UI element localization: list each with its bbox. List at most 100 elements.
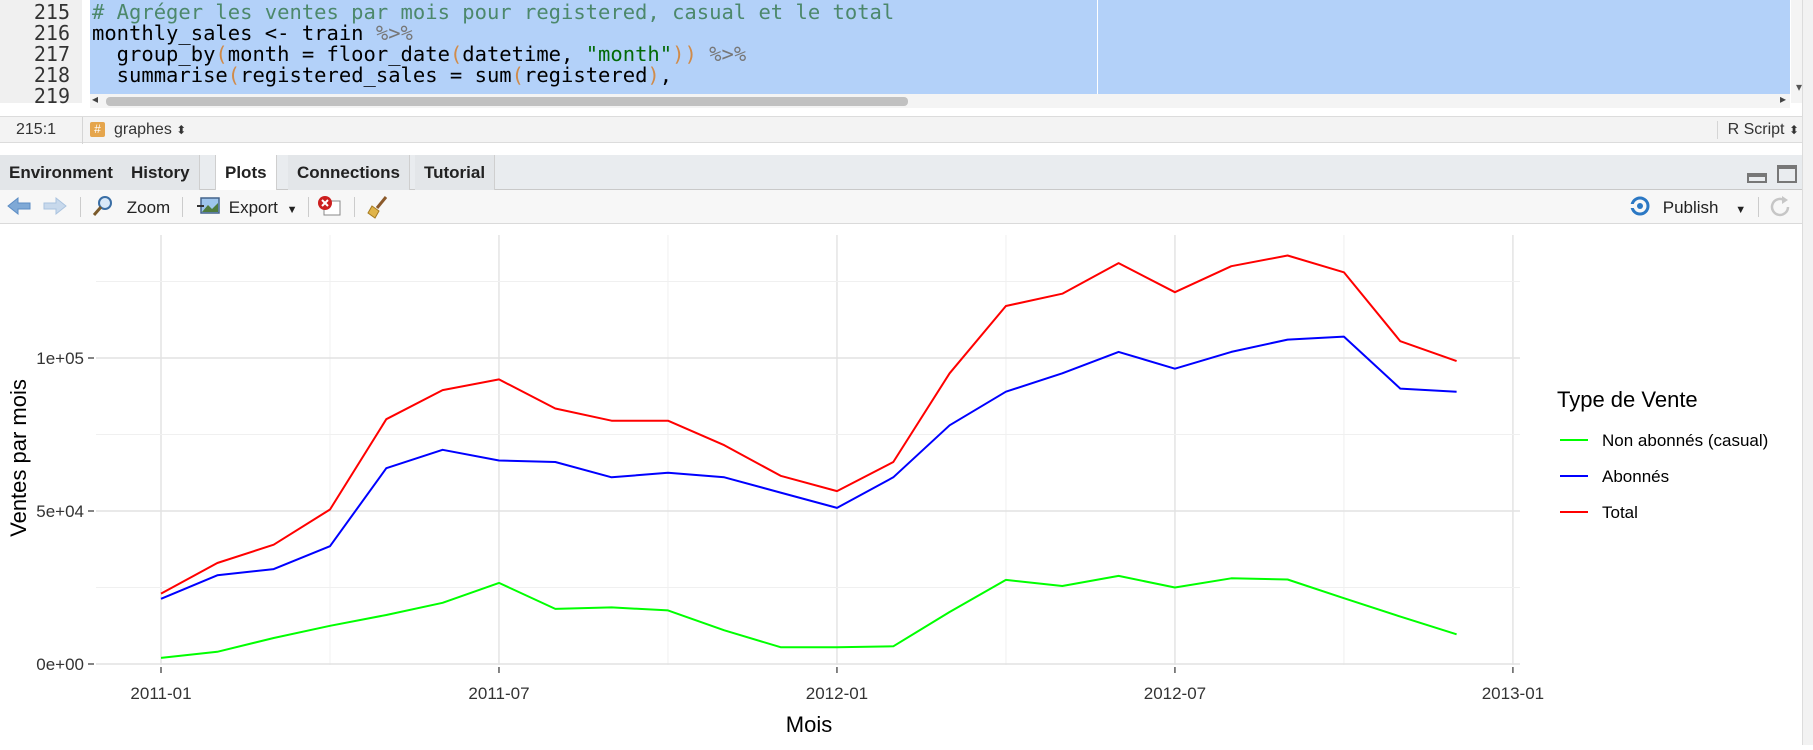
dropdown-caret-icon: ▼ [1735, 204, 1747, 216]
x-tick-label: 2011-07 [468, 684, 529, 703]
export-menu-button[interactable]: Export ▼ [196, 195, 298, 219]
divider [308, 197, 309, 217]
code-token: ( [511, 63, 524, 87]
editor-status-bar: 215:1 # graphes ⬍ R Script ⬍ [0, 116, 1813, 144]
code-token: registered_sales = sum [240, 63, 512, 87]
tab-label: History [131, 163, 190, 182]
tab-label: Connections [297, 163, 400, 182]
updown-icon: ⬍ [1788, 123, 1799, 137]
scope-label: graphes [114, 121, 172, 138]
divider [182, 197, 183, 217]
zoom-label: Zoom [126, 198, 171, 217]
tab-plots[interactable]: Plots [215, 155, 277, 191]
section-hash-icon: # [90, 122, 105, 137]
minimize-pane-icon[interactable] [1746, 173, 1767, 183]
file-type-selector[interactable]: R Script ⬍ [1716, 121, 1799, 139]
code-token: %>% [375, 21, 413, 45]
legend-label: Non abonnés (casual) [1602, 431, 1768, 450]
right-window-edge [1802, 0, 1813, 745]
line-number: 218 [33, 63, 70, 87]
code-token: )) [672, 42, 697, 66]
pane-controls [1741, 165, 1797, 188]
publish-button[interactable]: Publish ▼ [1628, 195, 1746, 219]
refresh-button[interactable] [1768, 195, 1792, 219]
scroll-left-icon[interactable]: ◂ [92, 92, 99, 106]
updown-icon: ⬍ [176, 123, 187, 137]
divider [354, 197, 355, 217]
divider [82, 117, 83, 144]
tab-label: Plots [225, 163, 267, 182]
export-label: Export [228, 198, 278, 217]
divider [1758, 197, 1759, 217]
refresh-icon [1770, 196, 1790, 217]
code-line[interactable]: summarise(registered_sales = sum(registe… [92, 63, 672, 87]
horizontal-scrollbar[interactable]: ◂ ▸ [90, 92, 1790, 108]
tab-environment[interactable]: Environment [0, 155, 123, 190]
code-area[interactable]: # Agréger les ventes par mois pour regis… [90, 0, 1790, 94]
tab-tutorial[interactable]: Tutorial [415, 155, 496, 190]
magnifier-icon [92, 196, 112, 216]
tab-label: Tutorial [424, 163, 486, 182]
legend-label: Total [1602, 503, 1638, 522]
scroll-right-icon[interactable]: ▸ [1779, 92, 1786, 106]
line-number-gutter: 215 216 217 218 219 [0, 0, 82, 108]
code-token: ( [215, 42, 228, 66]
dropdown-caret-icon: ▼ [286, 204, 298, 216]
code-line[interactable]: group_by(month = floor_date(datetime, "m… [92, 42, 747, 66]
x-axis-label: Mois [786, 712, 832, 737]
tab-connections[interactable]: Connections [288, 155, 410, 190]
scroll-down-icon[interactable]: ▾ [1796, 80, 1803, 94]
code-line[interactable]: # Agréger les ventes par mois pour regis… [92, 0, 894, 24]
x-tick-label: 2013-01 [1482, 684, 1544, 703]
remove-plot-icon [318, 196, 341, 216]
grid-lines [96, 235, 1520, 665]
back-arrow-icon[interactable] [6, 195, 32, 219]
line-number: 216 [33, 21, 70, 45]
forward-arrow-icon[interactable] [42, 195, 68, 219]
publish-label: Publish [1662, 198, 1719, 217]
maximize-pane-icon[interactable] [1777, 165, 1797, 183]
code-token: "month" [585, 42, 673, 66]
x-tick-label: 2012-01 [806, 684, 868, 703]
x-tick-label: 2011-01 [130, 684, 191, 703]
code-token: group_by [92, 42, 216, 66]
code-token: # Agréger les ventes par mois pour regis… [92, 0, 895, 24]
remove-plot-button[interactable] [316, 195, 342, 219]
legend-label: Abonnés [1602, 467, 1669, 486]
axes: 2011-01 2011-07 2012-01 2012-07 2013-01 0e+00… [36, 349, 1544, 703]
code-line[interactable]: monthly_sales <- train %>% [92, 21, 413, 45]
divider [80, 197, 81, 217]
broom-icon [367, 196, 388, 219]
tab-label: Environment [9, 163, 113, 182]
legend-title: Type de Vente [1557, 387, 1698, 412]
code-token: ) [647, 63, 660, 87]
code-token: , [659, 63, 673, 87]
line-chart: 2011-01 2011-07 2012-01 2012-07 2013-01 0e+00… [6, 235, 1768, 737]
x-tick-label: 2012-07 [1144, 684, 1206, 703]
series-line [160, 574, 1457, 659]
series-lines [160, 254, 1457, 659]
series-line [160, 254, 1457, 595]
y-axis-label: Ventes par mois [6, 379, 31, 537]
plot-viewer: 2011-01 2011-07 2012-01 2012-07 2013-01 0e+00… [0, 225, 1813, 745]
tab-history[interactable]: History [122, 155, 200, 190]
scope-selector[interactable]: graphes ⬍ [114, 121, 186, 139]
plot-toolbar: Zoom Export ▼ Publish ▼ [0, 190, 1813, 224]
clear-all-plots-button[interactable] [366, 195, 390, 219]
horizontal-scroll-thumb[interactable] [106, 97, 908, 106]
code-token: registered [523, 63, 648, 87]
publish-icon [1628, 196, 1650, 216]
export-image-icon [197, 197, 220, 214]
zoom-button[interactable]: Zoom [92, 195, 170, 219]
line-number: 217 [33, 42, 70, 66]
code-token: summarise [92, 63, 228, 87]
file-type-label: R Script [1727, 121, 1785, 138]
margin-guide [1097, 0, 1098, 94]
series-line [160, 335, 1457, 600]
source-editor[interactable]: 215 216 217 218 219 # Agréger les ventes… [0, 0, 1813, 116]
code-token: datetime, [462, 42, 586, 66]
cursor-position: 215:1 [16, 121, 57, 138]
line-number: 219 [33, 84, 70, 108]
code-token: %>% [696, 42, 747, 66]
code-token: ( [449, 42, 463, 66]
